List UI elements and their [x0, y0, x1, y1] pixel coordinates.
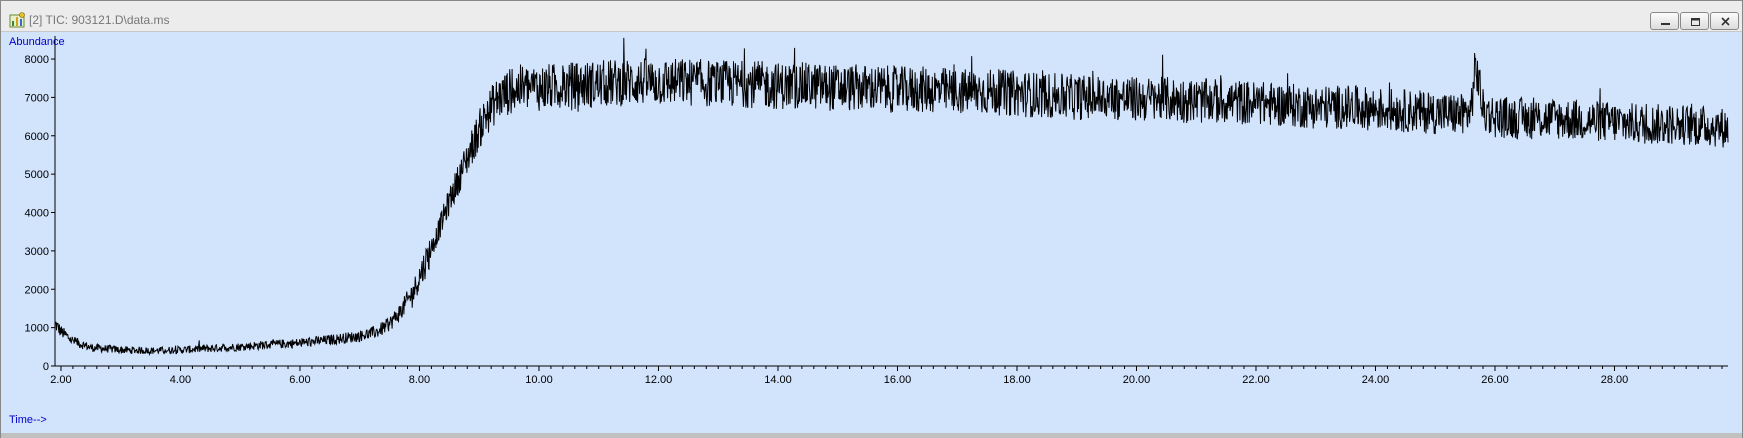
x-tick-label: 26.00 [1481, 374, 1509, 386]
x-tick-label: 24.00 [1362, 374, 1390, 386]
plot-area[interactable]: Abundance Time--> 0 1000 2000 3000 4000 5000 6… [1, 32, 1742, 438]
restore-icon [1691, 18, 1700, 26]
x-tick-label: 2.00 [50, 374, 71, 386]
restore-button[interactable] [1680, 12, 1709, 30]
window-title: [2] TIC: 903121.D\data.ms [29, 13, 170, 27]
x-tick-label: 18.00 [1003, 374, 1031, 386]
tic-trace-line [54, 37, 1729, 357]
chart-axes [54, 36, 1728, 367]
y-tick-label: 0 [43, 361, 49, 373]
title-bar[interactable]: [2] TIC: 903121.D\data.ms [1, 1, 1742, 32]
y-tick-label: 1000 [25, 323, 49, 335]
x-tick-label: 28.00 [1601, 374, 1629, 386]
x-tick-label: 16.00 [884, 374, 912, 386]
x-axis-label: Time--> [9, 414, 47, 426]
close-icon [1721, 17, 1730, 26]
x-tick-label: 12.00 [645, 374, 673, 386]
x-tick-label: 14.00 [764, 374, 792, 386]
x-axis-ticks: 2.00 4.00 6.00 8.00 10.00 12.00 14.00 16.00 18.0… [50, 366, 1723, 386]
y-tick-label: 6000 [25, 131, 49, 143]
y-tick-label: 5000 [25, 169, 49, 181]
y-tick-label: 4000 [25, 208, 49, 220]
y-axis-label: Abundance [9, 36, 65, 48]
chromatogram-app-icon [9, 12, 25, 28]
tic-chromatogram-chart[interactable]: Abundance Time--> 0 1000 2000 3000 4000 5000 6… [1, 32, 1742, 438]
y-tick-label: 2000 [25, 284, 49, 296]
x-tick-label: 4.00 [170, 374, 191, 386]
close-button[interactable] [1710, 12, 1739, 30]
x-tick-label: 8.00 [409, 374, 430, 386]
x-tick-label: 22.00 [1242, 374, 1270, 386]
y-axis-ticks: 0 1000 2000 3000 4000 5000 6000 7000 8000 [25, 54, 55, 373]
x-tick-label: 10.00 [525, 374, 553, 386]
y-tick-label: 8000 [25, 54, 49, 66]
y-tick-label: 7000 [25, 92, 49, 104]
minimize-icon [1661, 23, 1670, 25]
y-tick-label: 3000 [25, 246, 49, 258]
x-tick-label: 6.00 [289, 374, 310, 386]
window-bottom-edge [1, 433, 1742, 438]
minimize-button[interactable] [1650, 12, 1679, 30]
x-tick-label: 20.00 [1123, 374, 1151, 386]
